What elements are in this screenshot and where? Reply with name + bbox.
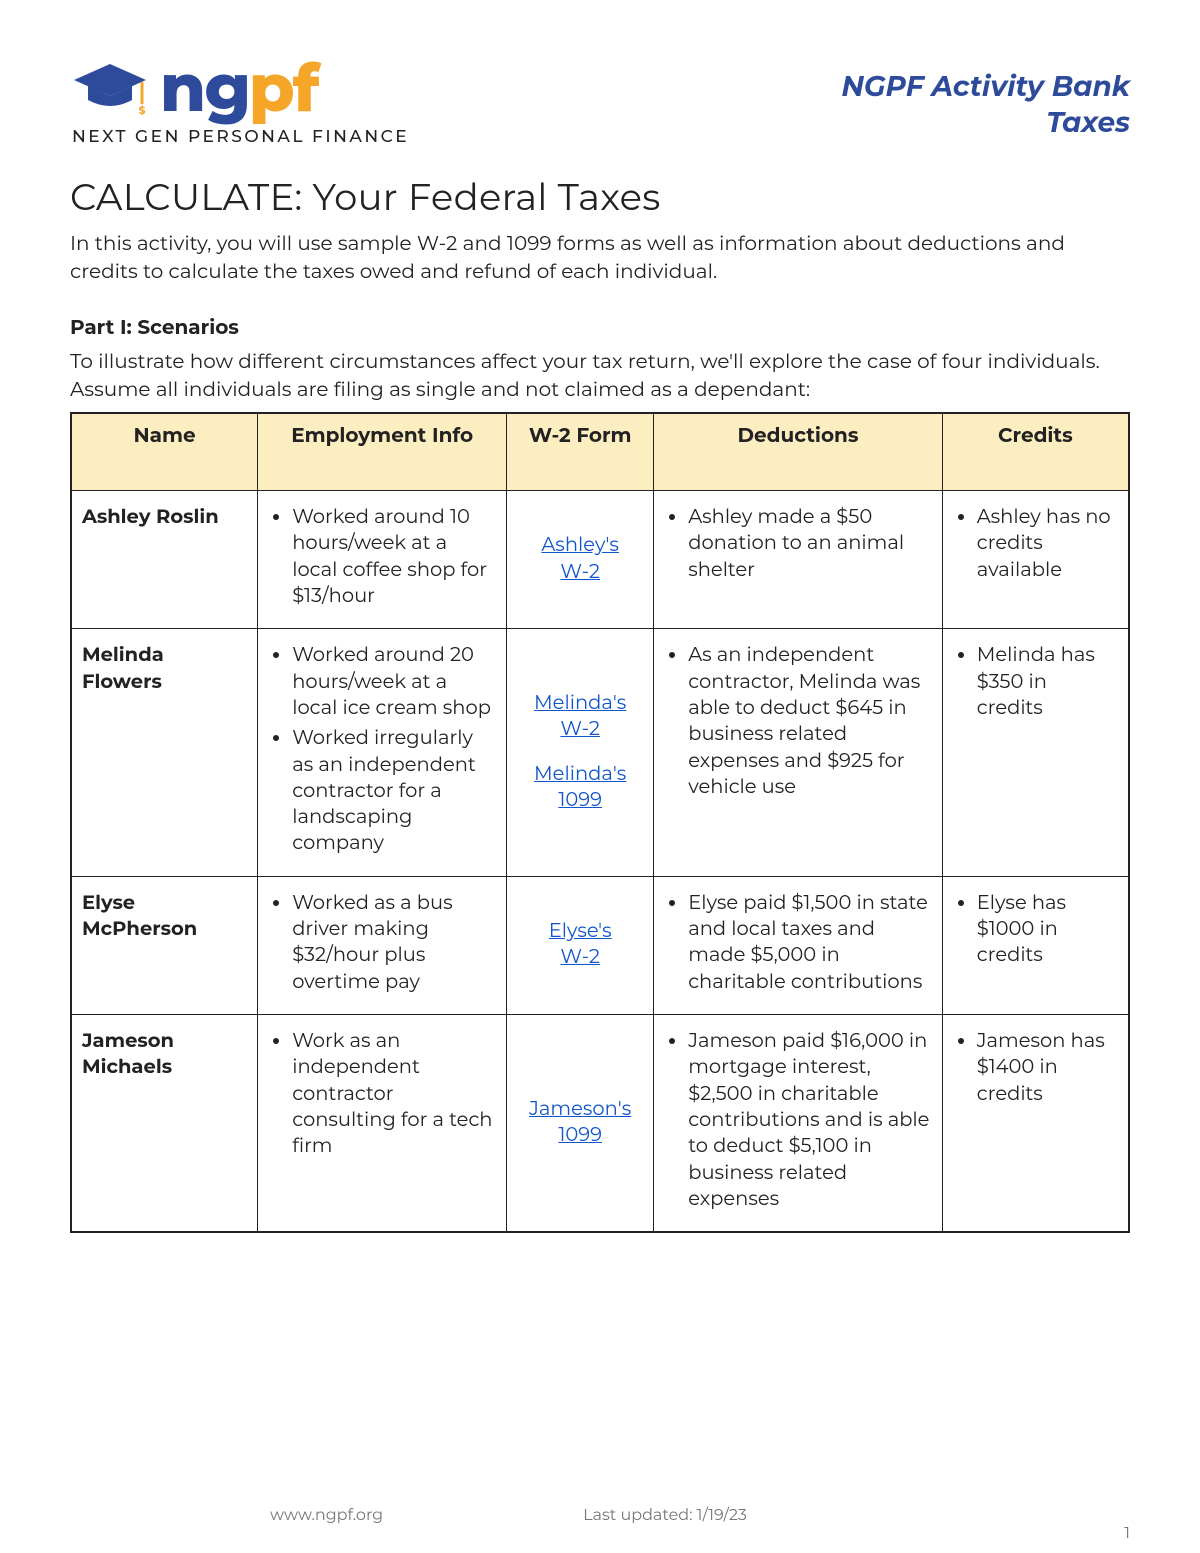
deductions-cell: Ashley made a $50 donation to an animal …: [654, 491, 943, 629]
scenarios-table: Name Employment Info W-2 Form Deductions…: [70, 412, 1130, 1233]
employment-cell: Worked around 20 hours/week at a local i…: [258, 629, 507, 877]
credits-cell: Melinda has $350 in credits: [942, 629, 1129, 877]
forms-cell: Elyse'sW-2: [507, 876, 654, 1014]
col-credits: Credits: [942, 413, 1129, 491]
header-right: NGPF Activity Bank Taxes: [841, 69, 1130, 142]
ngpf-logo: $ ngpf: [70, 55, 409, 121]
form-link[interactable]: Melinda's1099: [534, 760, 626, 813]
col-employment: Employment Info: [258, 413, 507, 491]
list-item: Worked around 10 hours/week at a local c…: [292, 503, 496, 608]
table-row: Melinda Flowers Worked around 20 hours/we…: [71, 629, 1129, 877]
logo-text-ng: ng: [160, 55, 249, 121]
forms-cell: Melinda'sW-2 Melinda's1099: [507, 629, 654, 877]
name-cell: Elyse McPherson: [71, 876, 258, 1014]
table-header-row: Name Employment Info W-2 Form Deductions…: [71, 413, 1129, 491]
form-link[interactable]: Jameson's1099: [529, 1095, 631, 1148]
page-number: 1: [1124, 1524, 1130, 1543]
table-row: Jameson Michaels Work as an independent c…: [71, 1015, 1129, 1233]
list-item: Jameson paid $16,000 in mortgage interes…: [688, 1027, 932, 1211]
employment-cell: Work as an independent contractor consul…: [258, 1015, 507, 1233]
grad-cap-icon: $: [70, 58, 150, 118]
table-row: Ashley Roslin Worked around 10 hours/week…: [71, 491, 1129, 629]
credits-cell: Jameson has $1400 in credits: [942, 1015, 1129, 1233]
table-row: Elyse McPherson Worked as a bus driver ma…: [71, 876, 1129, 1014]
list-item: Elyse has $1000 in credits: [977, 889, 1118, 968]
part1-heading: Part I: Scenarios: [70, 316, 1130, 340]
list-item: Work as an independent contractor consul…: [292, 1027, 496, 1159]
form-link[interactable]: Elyse'sW-2: [549, 917, 612, 970]
deductions-cell: As an independent contractor, Melinda wa…: [654, 629, 943, 877]
col-name: Name: [71, 413, 258, 491]
list-item: As an independent contractor, Melinda wa…: [688, 641, 932, 799]
intro-text: In this activity, you will use sample W-…: [70, 230, 1130, 286]
svg-text:$: $: [138, 103, 145, 117]
list-item: Ashley made a $50 donation to an animal …: [688, 503, 932, 582]
logo-block: $ ngpf NEXT GEN PERSONAL FINANCE: [70, 55, 409, 147]
header-right-line2: Taxes: [841, 105, 1130, 141]
form-link[interactable]: Ashley'sW-2: [541, 531, 619, 584]
employment-cell: Worked around 10 hours/week at a local c…: [258, 491, 507, 629]
logo-text-pf: pf: [249, 55, 318, 121]
logo-tagline: NEXT GEN PERSONAL FINANCE: [72, 127, 409, 147]
name-cell: Ashley Roslin: [71, 491, 258, 629]
page-footer: www.ngpf.org Last updated: 1/19/23: [70, 1506, 1130, 1525]
credits-cell: Elyse has $1000 in credits: [942, 876, 1129, 1014]
list-item: Worked as a bus driver making $32/hour p…: [292, 889, 496, 994]
deductions-cell: Jameson paid $16,000 in mortgage interes…: [654, 1015, 943, 1233]
forms-cell: Ashley'sW-2: [507, 491, 654, 629]
employment-cell: Worked as a bus driver making $32/hour p…: [258, 876, 507, 1014]
col-deductions: Deductions: [654, 413, 943, 491]
part1-desc: To illustrate how different circumstance…: [70, 348, 1130, 404]
forms-cell: Jameson's1099: [507, 1015, 654, 1233]
deductions-cell: Elyse paid $1,500 in state and local tax…: [654, 876, 943, 1014]
list-item: Jameson has $1400 in credits: [977, 1027, 1118, 1106]
list-item: Worked around 20 hours/week at a local i…: [292, 641, 496, 720]
form-link[interactable]: Melinda'sW-2: [534, 689, 626, 742]
footer-updated: Last updated: 1/19/23: [583, 1506, 747, 1525]
list-item: Ashley has no credits available: [977, 503, 1118, 582]
header-right-line1: NGPF Activity Bank: [841, 69, 1130, 105]
credits-cell: Ashley has no credits available: [942, 491, 1129, 629]
col-w2: W-2 Form: [507, 413, 654, 491]
page-title: CALCULATE: Your Federal Taxes: [70, 175, 1130, 220]
page-header: $ ngpf NEXT GEN PERSONAL FINANCE NGPF Ac…: [70, 55, 1130, 147]
list-item: Elyse paid $1,500 in state and local tax…: [688, 889, 932, 994]
list-item: Melinda has $350 in credits: [977, 641, 1118, 720]
name-cell: Jameson Michaels: [71, 1015, 258, 1233]
list-item: Worked irregularly as an independent con…: [292, 724, 496, 856]
name-cell: Melinda Flowers: [71, 629, 258, 877]
footer-url: www.ngpf.org: [270, 1506, 383, 1525]
